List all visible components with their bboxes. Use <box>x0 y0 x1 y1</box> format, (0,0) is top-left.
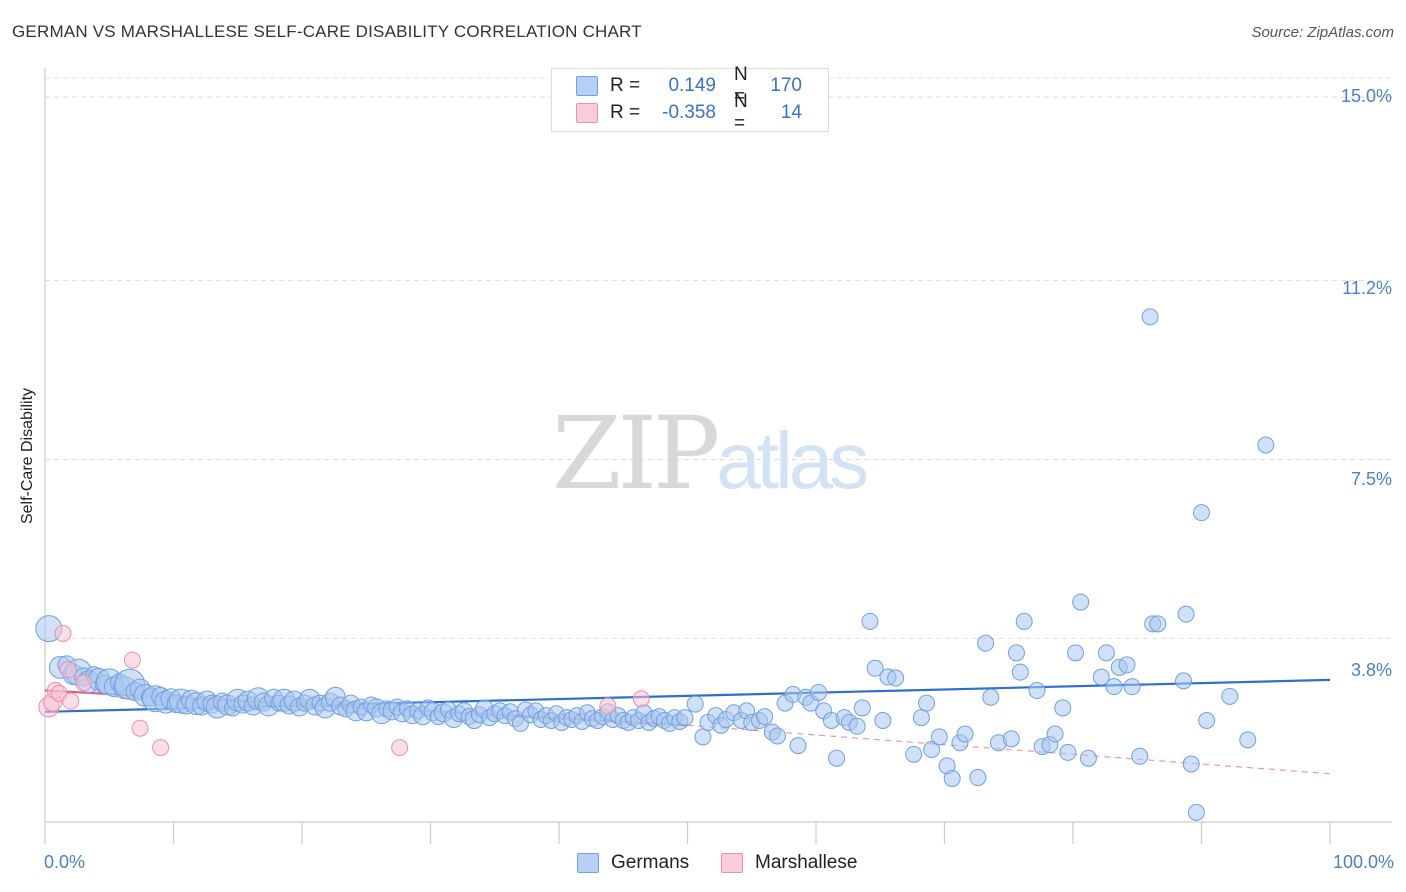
german-point <box>1046 725 1064 743</box>
german-point <box>977 634 995 652</box>
german-point <box>1177 605 1195 623</box>
marshallese-point <box>123 651 141 669</box>
german-point <box>861 612 879 630</box>
legend-n-label: N = <box>734 64 748 107</box>
legend-swatch-germans <box>576 76 598 96</box>
german-point <box>923 741 941 758</box>
german-point <box>828 749 846 767</box>
source-label: Source: ZipAtlas.com <box>1251 24 1394 41</box>
german-point <box>768 727 786 745</box>
marshallese-point <box>131 719 149 737</box>
german-point <box>982 688 1000 706</box>
grid-lines <box>45 77 1392 639</box>
german-point <box>1221 687 1239 705</box>
y-tick-label: 11.2% <box>1342 278 1392 298</box>
series-legend: Germans Marshallese <box>0 852 1406 878</box>
legend-item-germans[interactable]: Germans <box>577 852 689 874</box>
x-tick-label-max: 100.0% <box>1332 852 1394 872</box>
german-point <box>1141 308 1159 326</box>
german-point <box>810 683 828 701</box>
legend-swatch-germans <box>577 853 599 873</box>
german-point <box>943 770 961 787</box>
legend-row-marshallese: R = -0.358 N = 14 <box>576 91 802 134</box>
german-point <box>866 659 884 677</box>
chart-title: GERMAN VS MARSHALLESE SELF-CARE DISABILI… <box>12 22 642 41</box>
german-point <box>686 695 704 713</box>
legend-n-label: N = <box>734 91 748 134</box>
legend-label-germans: Germans <box>611 852 690 873</box>
german-point <box>789 737 807 755</box>
german-point <box>1059 743 1077 761</box>
german-point <box>1175 672 1193 690</box>
german-point <box>1007 644 1025 662</box>
german-point <box>676 709 694 727</box>
marshallese-point <box>62 692 80 710</box>
german-point <box>1079 749 1097 767</box>
axes <box>44 68 1392 844</box>
marshallese-point <box>632 690 650 708</box>
german-point <box>1097 644 1115 662</box>
german-point <box>1015 612 1033 630</box>
german-point <box>1182 755 1200 773</box>
y-tick-label: 3.8% <box>1350 660 1392 680</box>
german-point <box>1067 644 1085 662</box>
legend-r-value: 0.149 <box>668 75 716 96</box>
legend-swatch-marshallese <box>721 853 743 873</box>
german-point <box>918 694 936 712</box>
legend-r-label: R = <box>610 102 641 123</box>
german-point <box>756 708 774 726</box>
german-point <box>930 728 948 746</box>
y-axis-label: Self-Care Disability <box>19 387 36 525</box>
legend-item-marshallese[interactable]: Marshallese <box>721 852 857 874</box>
german-point <box>956 725 974 743</box>
legend-n-value: 170 <box>770 75 802 96</box>
marshallese-point <box>59 661 77 679</box>
german-point <box>1187 803 1205 821</box>
german-point <box>905 745 923 763</box>
german-point <box>1028 682 1046 700</box>
marshallese-trend-extension <box>687 724 1331 775</box>
german-point <box>1131 747 1149 765</box>
marshallese-point <box>599 697 617 715</box>
german-point <box>1054 699 1072 717</box>
german-point <box>1198 712 1216 729</box>
german-point <box>853 699 871 717</box>
data-points <box>35 308 1275 821</box>
german-point <box>1072 593 1090 611</box>
german-point <box>1149 615 1167 633</box>
german-point <box>887 669 905 687</box>
german-point <box>1105 678 1123 696</box>
y-tick-label: 15.0% <box>1340 86 1392 106</box>
german-point <box>912 709 930 727</box>
y-tick-label: 7.5% <box>1350 469 1392 489</box>
stats-legend: R = 0.149 N = 170 R = -0.358 N = 14 <box>551 64 829 134</box>
german-point <box>1257 436 1275 454</box>
legend-n-value: 14 <box>780 102 802 123</box>
marshallese-point <box>54 625 72 642</box>
german-point <box>874 712 892 729</box>
german-point <box>1123 678 1141 696</box>
legend-row-germans: R = 0.149 N = 170 <box>576 64 802 107</box>
german-point <box>1002 730 1020 748</box>
german-point <box>1239 731 1257 749</box>
marshallese-point <box>391 739 409 757</box>
german-point <box>1011 663 1029 681</box>
legend-swatch-marshallese <box>576 103 598 123</box>
german-point <box>1092 668 1110 686</box>
german-point <box>1118 656 1136 674</box>
watermark-zip: ZIP <box>552 395 720 512</box>
legend-r-value: -0.358 <box>662 102 716 123</box>
zipatlas-watermark: ZIPatlas <box>552 395 869 512</box>
legend-label-marshallese: Marshallese <box>755 852 858 873</box>
german-point <box>1193 504 1210 522</box>
marshallese-point <box>75 674 93 692</box>
x-tick-label-min: 0.0% <box>44 852 86 872</box>
german-point <box>694 728 712 746</box>
german-point <box>848 717 866 735</box>
legend-r-label: R = <box>610 75 641 96</box>
watermark-atlas: atlas <box>716 416 869 505</box>
german-point <box>969 769 987 787</box>
marshallese-point <box>152 739 170 757</box>
